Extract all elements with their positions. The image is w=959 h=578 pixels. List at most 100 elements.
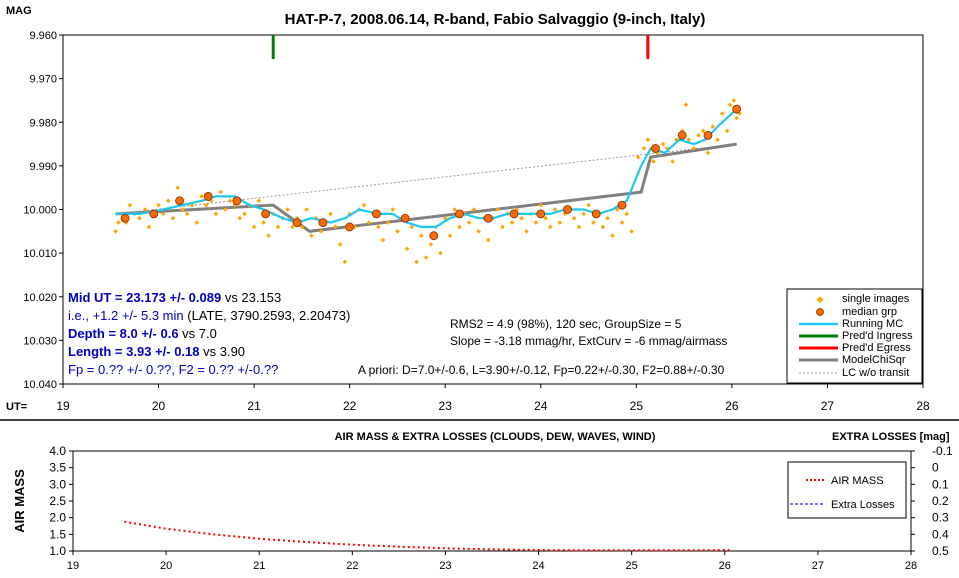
- single-image-point: [466, 220, 472, 225]
- single-image-point: [342, 259, 348, 265]
- single-image-point: [156, 202, 161, 208]
- single-image-point: [635, 154, 641, 160]
- legend-model: ModelChiSqr: [842, 354, 906, 366]
- ie-value: i.e., +1.2 +/- 5.3 min: [68, 308, 184, 323]
- single-image-point: [500, 224, 505, 230]
- single-image-point: [180, 207, 185, 212]
- y-tick-label: 9.970: [29, 74, 57, 86]
- airmass-x-tick-label: 23: [439, 560, 451, 572]
- y-tick-label: 9.990: [29, 161, 57, 173]
- single-image-point: [581, 211, 587, 217]
- median-group-point: [203, 192, 213, 201]
- single-image-point: [184, 211, 190, 217]
- single-image-point: [524, 229, 529, 234]
- single-image-point: [471, 207, 477, 212]
- single-image-point: [352, 224, 357, 230]
- median-group-point: [120, 213, 130, 223]
- single-image-point: [213, 211, 219, 217]
- single-image-point: [380, 237, 386, 243]
- y-ticks: 9.960 9.970 9.980 9.990 10.000 10.010 10.020 10…: [23, 30, 63, 391]
- x-axis-label: UT=: [6, 401, 27, 413]
- single-image-point: [538, 202, 544, 208]
- single-image-point: [142, 207, 148, 212]
- single-image-point: [385, 220, 391, 225]
- airmass-legend: AIR MASS Extra Losses: [787, 461, 907, 519]
- y-tick-label: 10.000: [23, 205, 57, 217]
- model-chisqr-line: [115, 142, 737, 233]
- single-image-point: [619, 220, 625, 225]
- single-image-point: [452, 207, 458, 212]
- median-group-point: [703, 130, 713, 140]
- median-group-point: [149, 209, 159, 219]
- losses-y-tick-label: 0.5: [932, 544, 949, 558]
- single-image-point: [251, 224, 257, 230]
- airmass-x-tick-label: 24: [532, 560, 544, 572]
- airmass-y-ticks: 1.0 1.5 2.0 2.5 3.0 3.5 4.0: [49, 444, 73, 558]
- airmass-y-tick-label: 3.5: [49, 461, 66, 475]
- single-image-point: [242, 211, 247, 217]
- single-image-point: [734, 115, 739, 121]
- length-value: Length = 3.93 +/- 0.18: [68, 344, 200, 359]
- single-image-point: [161, 211, 166, 217]
- median-group-point: [318, 218, 328, 227]
- airmass-y-tick-label: 2.5: [49, 494, 66, 508]
- single-image-point: [309, 233, 314, 238]
- single-image-point: [113, 229, 118, 234]
- single-image-point: [457, 224, 462, 230]
- single-image-point: [519, 215, 524, 221]
- median-group-point: [536, 209, 546, 219]
- x-tick-label: 27: [821, 399, 835, 413]
- x-tick-label: 19: [56, 399, 70, 413]
- median-group-point: [292, 218, 302, 227]
- single-image-point: [715, 137, 720, 142]
- single-image-point: [194, 220, 200, 225]
- fp-annotation: Fp = 0.?? +/- 0.??, F2 = 0.?? +/-0.??: [68, 362, 278, 377]
- single-image-point: [409, 224, 415, 230]
- single-image-point: [218, 189, 223, 195]
- single-image-point: [366, 220, 372, 225]
- lightcurve-chart: HAT-P-7, 2008.06.14, R-band, Fabio Salva…: [6, 5, 930, 413]
- depth-annotation: Depth = 8.0 +/- 0.6 vs 7.0: [68, 326, 217, 341]
- single-image-point: [610, 233, 615, 238]
- single-image-point: [261, 220, 266, 225]
- legend-single-images-marker: ◆: [817, 294, 824, 304]
- airmass-y-label: AIR MASS: [12, 469, 27, 533]
- single-image-point: [548, 224, 553, 230]
- single-image-point: [552, 207, 558, 212]
- series-layer: [113, 35, 742, 265]
- single-image-point: [651, 159, 656, 164]
- legend-extra-losses: Extra Losses: [831, 499, 895, 511]
- median-group-point: [732, 104, 742, 114]
- single-image-point: [266, 233, 271, 238]
- legend-no-transit: LC w/o transit: [842, 367, 909, 379]
- airmass-series-layer: [124, 520, 730, 552]
- x-tick-label: 20: [152, 399, 166, 413]
- x-tick-label: 22: [343, 399, 357, 413]
- median-group-point: [429, 231, 439, 241]
- y-tick-label: 10.010: [23, 248, 57, 260]
- single-image-point: [337, 242, 343, 247]
- single-image-point: [275, 224, 281, 230]
- single-image-point: [485, 237, 491, 243]
- single-image-point: [495, 207, 501, 212]
- y-axis-label: MAG: [6, 5, 32, 17]
- losses-y-ticks: 0.5 0.4 0.3 0.2 0.1 0 -0.1: [911, 444, 953, 558]
- single-image-point: [423, 255, 429, 260]
- single-image-point: [727, 102, 733, 108]
- air-mass-line: [124, 520, 730, 552]
- mid-ut-annotation: Mid UT = 23.173 +/- 0.089 vs 23.153: [68, 290, 281, 305]
- airmass-chart-title: AIR MASS & EXTRA LOSSES (CLOUDS, DEW, WA…: [335, 431, 656, 443]
- length-vs: vs 3.90: [200, 344, 246, 359]
- airmass-legend-box: [787, 461, 907, 519]
- ie-annotation: i.e., +1.2 +/- 5.3 min (LATE, 3790.2593,…: [68, 308, 350, 323]
- single-image-point: [737, 111, 742, 116]
- losses-y-tick-label: 0.3: [932, 511, 949, 525]
- single-image-point: [686, 137, 692, 142]
- x-tick-label: 23: [439, 399, 453, 413]
- single-image-point: [304, 207, 309, 212]
- single-image-point: [670, 159, 675, 164]
- losses-y-tick-label: 0.4: [932, 527, 949, 541]
- single-image-point: [237, 215, 243, 221]
- single-image-point: [557, 220, 563, 225]
- median-group-point: [617, 200, 627, 210]
